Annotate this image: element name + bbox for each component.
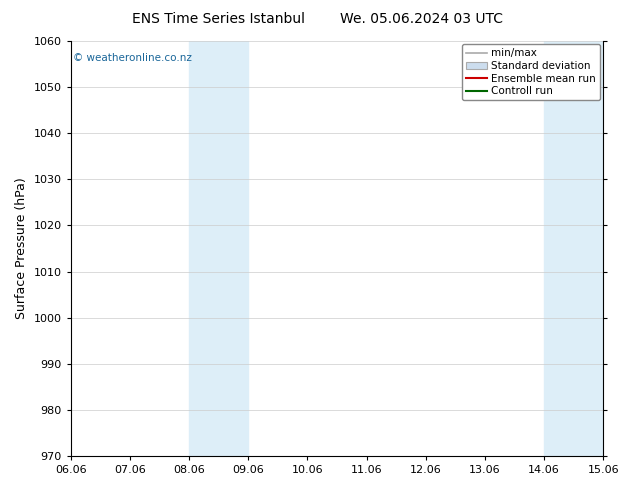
Y-axis label: Surface Pressure (hPa): Surface Pressure (hPa) bbox=[15, 178, 28, 319]
Bar bbox=[544, 41, 603, 456]
Bar bbox=[189, 41, 248, 456]
Text: © weatheronline.co.nz: © weatheronline.co.nz bbox=[74, 53, 192, 64]
Text: ENS Time Series Istanbul        We. 05.06.2024 03 UTC: ENS Time Series Istanbul We. 05.06.2024 … bbox=[131, 12, 503, 26]
Legend: min/max, Standard deviation, Ensemble mean run, Controll run: min/max, Standard deviation, Ensemble me… bbox=[462, 44, 600, 100]
